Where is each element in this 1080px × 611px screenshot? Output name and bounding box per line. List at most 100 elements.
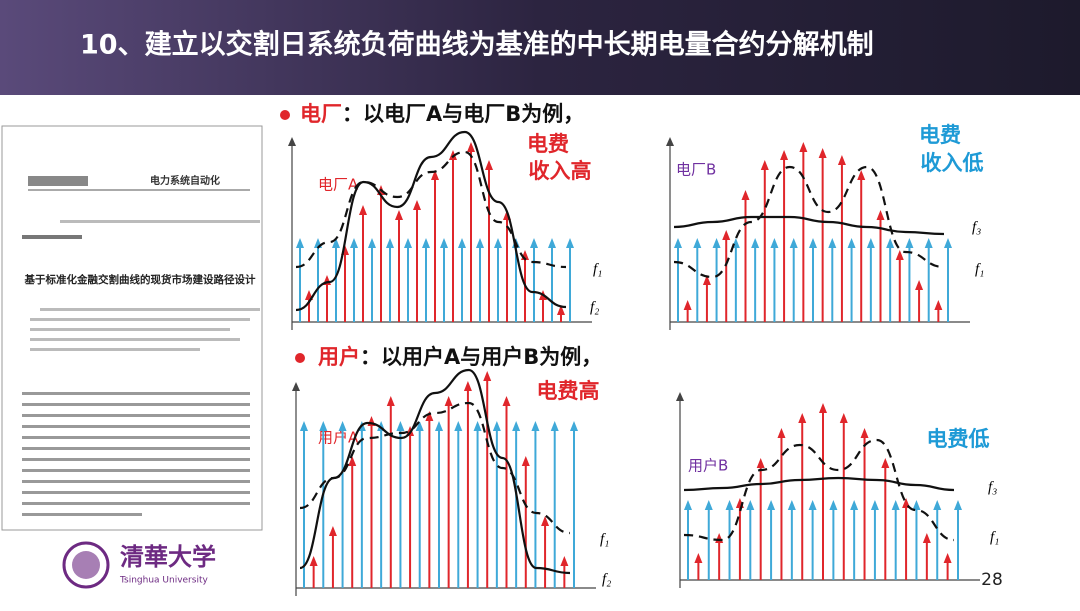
axis-head: [676, 392, 684, 401]
arrow-head: [449, 150, 457, 160]
arrow-head: [431, 170, 439, 180]
arrow-head: [348, 456, 357, 466]
text-line: [22, 480, 250, 483]
text-line: [22, 235, 82, 239]
arrow-head: [454, 421, 463, 431]
panel-name: 电厂A: [318, 176, 359, 194]
paper-tag: [28, 176, 88, 186]
arrow-head: [463, 381, 472, 391]
arrow-head: [924, 238, 933, 248]
arrow-head: [485, 160, 493, 170]
arrow-head: [386, 396, 395, 406]
curve-solid: [299, 368, 571, 575]
arrow-head: [789, 238, 798, 248]
arrow-head: [467, 142, 475, 152]
arrow-head: [557, 305, 565, 315]
curve-dashed: [299, 401, 571, 535]
arrow-head: [395, 210, 403, 220]
arrow-head: [440, 238, 448, 248]
arrow-head: [891, 500, 900, 510]
curve-label: f₂: [590, 299, 599, 315]
text-line: [22, 458, 250, 461]
panel-note: 收入低: [921, 151, 984, 175]
arrow-head: [502, 396, 511, 406]
arrow-head: [476, 238, 484, 248]
arrow-head: [566, 238, 574, 248]
arrow-head: [770, 238, 779, 248]
arrow-head: [458, 238, 466, 248]
arrow-head: [473, 421, 482, 431]
arrow-head: [828, 238, 837, 248]
section-heading: 用户：以用户A与用户B为例，: [318, 345, 602, 369]
arrow-head: [944, 238, 952, 248]
arrow-head: [954, 500, 962, 510]
arrow-head: [492, 421, 501, 431]
arrow-head: [309, 556, 318, 566]
arrow-head: [422, 238, 430, 248]
arrow-head: [767, 500, 776, 510]
arrow-head: [296, 238, 304, 248]
curve-label: f₂: [602, 571, 611, 587]
panel-note: 收入高: [529, 159, 592, 183]
bullet: [280, 110, 290, 120]
arrow-head: [570, 421, 578, 431]
arrow-head: [760, 160, 769, 170]
arrow-head: [338, 421, 347, 431]
section-heading: 电厂：以电厂A与电厂B为例，: [300, 102, 584, 126]
arrow-head: [837, 155, 846, 165]
arrow-head: [895, 250, 904, 260]
arrow-head: [702, 275, 711, 285]
text-line: [22, 469, 250, 472]
arrow-head: [780, 150, 789, 160]
curve-label: f₃: [972, 219, 981, 235]
arrow-head: [521, 456, 530, 466]
arrow-head: [870, 500, 879, 510]
curve-label: f₁: [593, 261, 602, 277]
arrow-head: [704, 500, 713, 510]
arrow-head: [850, 500, 859, 510]
paper-title: 基于标准化金融交割曲线的现货市场建设路径设计: [24, 273, 256, 286]
arrow-head: [715, 533, 724, 543]
text-line: [22, 414, 250, 417]
page-number: 28: [981, 570, 1003, 590]
text-line: [60, 220, 260, 223]
arrow-head: [550, 421, 559, 431]
arrow-head: [756, 458, 765, 468]
curve-label: f₁: [990, 529, 999, 545]
curve-dashed: [295, 150, 567, 269]
curve-solid: [683, 476, 955, 492]
arrow-head: [683, 300, 692, 310]
arrow-head: [866, 238, 875, 248]
arrow-head: [798, 413, 807, 423]
arrow-head: [943, 553, 952, 563]
panel-note: 电费高: [537, 379, 600, 403]
arrow-head: [404, 238, 412, 248]
text-line: [22, 447, 250, 450]
arrow-head: [934, 300, 943, 310]
bullet: [295, 353, 305, 363]
arrow-head: [694, 553, 703, 563]
curve-solid: [673, 215, 945, 236]
arrow-head: [548, 238, 556, 248]
arrow-head: [444, 396, 453, 406]
arrow-head: [319, 421, 328, 431]
arrow-head: [684, 500, 692, 510]
arrow-head: [922, 533, 931, 543]
arrow-head: [368, 238, 376, 248]
logo-subtitle: Tsinghua University: [119, 576, 208, 586]
arrow-head: [818, 148, 827, 158]
arrow-head: [725, 500, 734, 510]
arrow-head: [746, 500, 755, 510]
curve-dashed: [683, 438, 955, 542]
curve-label: f₃: [988, 479, 997, 495]
logo-name: 清華大学: [120, 543, 216, 571]
arrow-head: [530, 238, 538, 248]
section-text: ：以电厂A与电厂B为例，: [342, 102, 584, 126]
arrow-head: [933, 500, 942, 510]
arrow-head: [902, 498, 911, 508]
arrow-head: [915, 280, 924, 290]
arrow-head: [777, 428, 786, 438]
panel-name: 用户B: [688, 457, 728, 475]
arrow-head: [808, 500, 817, 510]
